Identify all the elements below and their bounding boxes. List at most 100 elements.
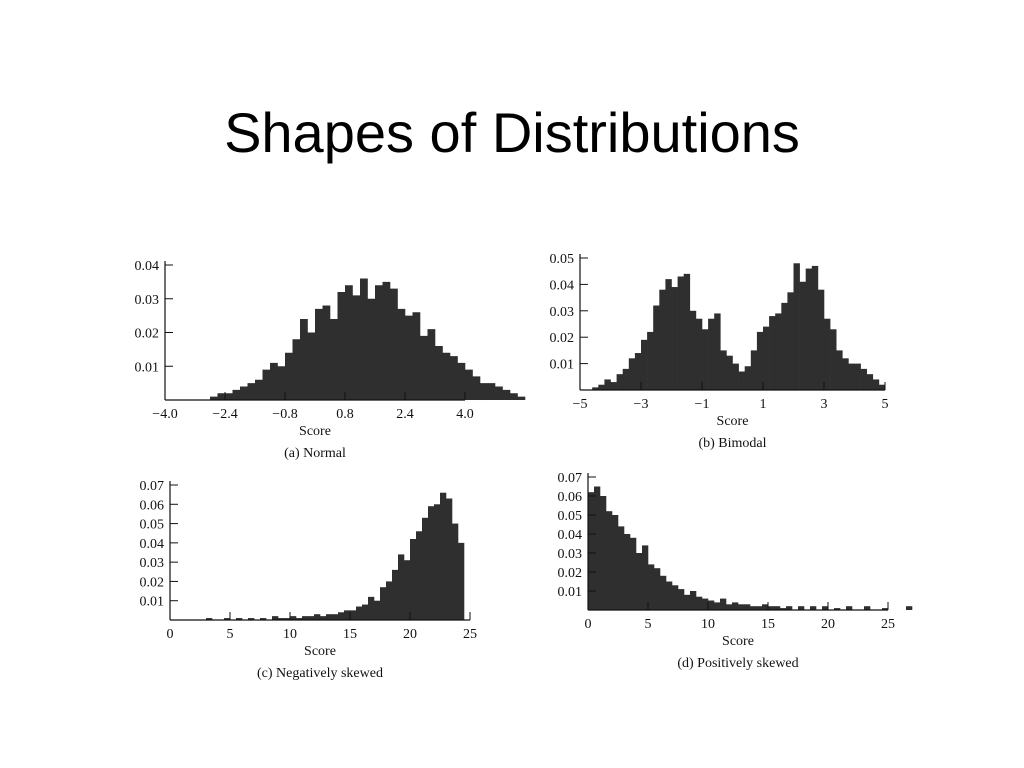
x-tick-label: 5 (227, 627, 234, 642)
histogram-bar (380, 587, 387, 620)
y-tick-label: 0.04 (140, 537, 165, 552)
histogram-panel-3: 0.01 0.02 0.03 0.04 0.05 0.06 0.07 0 5 10 15 20 25 Sc… (140, 479, 478, 681)
histogram-bar (600, 496, 607, 610)
histogram-bar (654, 568, 661, 610)
histogram-bar (834, 608, 841, 610)
histogram-bar (392, 569, 399, 620)
histogram-bar (367, 298, 376, 400)
histogram-bar (404, 560, 411, 620)
histogram-bar (864, 606, 871, 610)
histogram-bar (350, 610, 357, 620)
histogram-bar (442, 352, 451, 400)
histogram-panel-4: 0.01 0.02 0.03 0.04 0.05 0.06 0.07 0 5 10 15 20 25 Sc… (558, 471, 913, 671)
y-tick-label: 0.01 (550, 358, 575, 373)
histogram-bar (695, 318, 703, 390)
panel-caption: (b) Bimodal (698, 436, 766, 451)
histogram-bar (630, 537, 637, 610)
histogram-bar (362, 604, 369, 620)
x-tick-label: 25 (881, 617, 895, 632)
histogram-bar (320, 616, 327, 620)
x-tick-label: 5 (882, 397, 889, 412)
y-tick-label: 0.07 (558, 471, 583, 486)
x-tick-label: 5 (645, 617, 652, 632)
histogram-bar (866, 374, 874, 390)
histogram-bar (689, 310, 697, 390)
histogram-bar (240, 386, 248, 400)
histogram-bar (810, 606, 817, 610)
x-tick-label: −3 (634, 397, 649, 412)
histogram-bar (248, 618, 255, 620)
histogram-bar (382, 281, 391, 400)
histogram-bar (636, 553, 643, 610)
histogram-bar (830, 329, 837, 390)
x-tick-label: 15 (343, 627, 357, 642)
histogram-bar (292, 339, 301, 400)
histogram-bar (817, 289, 825, 390)
histogram-bar (628, 358, 636, 390)
histogram-bar (690, 591, 697, 610)
x-tick-label: 0 (167, 627, 174, 642)
histogram-bar (610, 382, 617, 390)
x-tick-label: −1 (695, 397, 710, 412)
histogram-bar (386, 581, 393, 620)
x-tick-label: −0.8 (272, 407, 297, 422)
histogram-bar (678, 589, 685, 610)
histogram-bar (446, 498, 453, 620)
histogram-bar (836, 350, 843, 390)
histogram-bar (666, 581, 673, 610)
histogram-bar (296, 618, 303, 620)
x-tick-label: 0 (585, 617, 592, 632)
histogram-bar (659, 289, 666, 390)
histogram-bar (720, 350, 727, 390)
histogram-bar (612, 515, 619, 610)
histogram-bar (375, 285, 383, 400)
histogram-bar (720, 598, 727, 610)
histogram-bar (588, 492, 595, 610)
histogram-bar (397, 308, 406, 400)
histogram-bar (232, 389, 241, 401)
histograms-svg: 0.01 0.02 0.03 0.04 −4.0 −2.4 −0.8 0.8 2.4 4.0 Sco… (135, 252, 913, 681)
histogram-bar (860, 368, 867, 390)
histogram-bar (457, 362, 466, 401)
y-tick-label: 0.07 (140, 479, 165, 494)
histogram-bar (756, 331, 764, 390)
histogram-bar (648, 564, 655, 610)
y-tick-label: 0.02 (140, 575, 165, 590)
histogram-bar (744, 604, 751, 610)
histogram-bar (738, 371, 745, 390)
histogram-bar (322, 305, 331, 400)
histogram-bar (472, 376, 481, 401)
histogram-bar (660, 575, 667, 610)
y-tick-label: 0.03 (135, 293, 160, 308)
histogram-bar (398, 554, 405, 620)
histogram-bar (465, 369, 473, 401)
y-tick-label: 0.04 (558, 528, 583, 543)
panel-caption: (d) Positively skewed (677, 656, 798, 671)
histogram-bar (762, 604, 769, 610)
histogram-bar (326, 614, 333, 620)
histogram-bar (307, 332, 316, 400)
histogram-bar (330, 319, 338, 400)
histogram-bar (774, 606, 781, 610)
x-tick-label: 3 (821, 397, 828, 412)
histogram-bar (854, 363, 861, 390)
x-tick-label: 1 (760, 397, 767, 412)
histogram-bar (616, 374, 623, 390)
histogram-bar (344, 610, 351, 620)
histogram-bar (848, 363, 855, 390)
histogram-bar (618, 526, 625, 610)
x-axis-title: Score (722, 634, 754, 649)
histogram-bar (255, 379, 263, 400)
histogram-bar (360, 278, 368, 400)
histogram-bar (308, 616, 315, 620)
y-tick-label: 0.04 (135, 259, 160, 274)
histogram-bar (665, 279, 672, 390)
histogram-panel-2: 0.01 0.02 0.03 0.04 0.05 −5 −3 −1 1 3 5 Score (b) Bi… (550, 252, 889, 451)
x-tick-label: 20 (821, 617, 835, 632)
histogram-panel-1: 0.01 0.02 0.03 0.04 −4.0 −2.4 −0.8 0.8 2.4 4.0 Sco… (135, 259, 526, 461)
histogram-bar (775, 313, 782, 390)
x-tick-label: 2.4 (396, 407, 414, 422)
histogram-bar (604, 379, 611, 390)
x-tick-label: −5 (573, 397, 588, 412)
histogram-bar (634, 353, 642, 390)
